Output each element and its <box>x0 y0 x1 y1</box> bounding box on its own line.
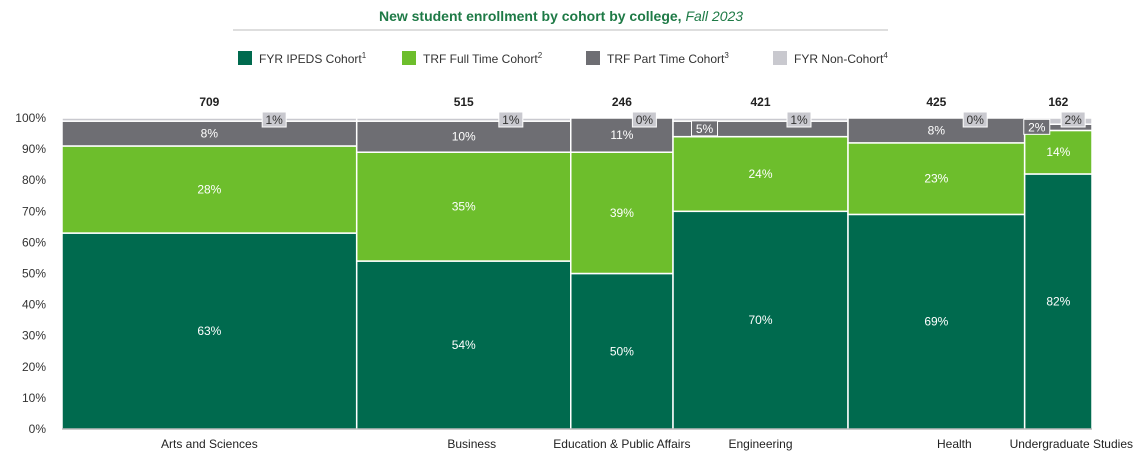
x-category-label: Engineering <box>728 437 792 451</box>
column-total-label: 246 <box>612 95 632 109</box>
column-total-label: 162 <box>1048 95 1068 109</box>
bar-segment-label: 23% <box>924 172 948 186</box>
legend-label-1: FYR IPEDS Cohort1 <box>259 51 367 66</box>
bar-segment-label-box <box>1060 111 1086 128</box>
x-category-label: Health <box>937 437 972 451</box>
bar-segment-label: 1% <box>502 113 520 127</box>
y-tick-label: 20% <box>22 360 46 374</box>
bar-segment <box>355 260 572 430</box>
bar-segment <box>847 117 1026 144</box>
y-tick-label: 30% <box>22 329 46 343</box>
legend-swatch-3 <box>586 51 600 65</box>
column-total-label: 515 <box>454 95 474 109</box>
y-tick-label: 90% <box>22 142 46 156</box>
bar-segment <box>1023 129 1093 175</box>
y-tick-label: 80% <box>22 173 46 187</box>
legend-label-4: FYR Non-Cohort4 <box>794 51 888 66</box>
bar-segment-label: 2% <box>1064 113 1082 127</box>
chart-title-main: New student enrollment by cohort by coll… <box>379 8 682 24</box>
y-tick-label: 100% <box>15 111 46 125</box>
bar-segment-label: 24% <box>748 167 772 181</box>
bar-segment-label: 50% <box>610 344 634 358</box>
legend-swatch-4 <box>773 51 787 65</box>
chart-title: New student enrollment by cohort by coll… <box>379 8 743 24</box>
bar-segment <box>847 213 1026 430</box>
bar-segment-label: 28% <box>197 183 221 197</box>
bar-segment-label: 2% <box>1028 120 1046 134</box>
x-axis: Arts and Sciences Business Education & Pub… <box>62 428 1133 451</box>
y-tick-label: 0% <box>29 422 47 436</box>
bar-segment-label: 82% <box>1046 294 1070 308</box>
x-category-label: Undergraduate Studies <box>1010 437 1133 451</box>
legend-swatch-2 <box>402 51 416 65</box>
bar-segment-label-box <box>1023 118 1051 135</box>
bar-segment <box>61 145 358 234</box>
bar-segment-label-box <box>498 111 524 128</box>
bar-segment-label: 0% <box>967 113 985 127</box>
y-axis: 0% 10% 20% 30% 40% 50% 60% 70% 80% 90% 100% <box>15 111 46 436</box>
bar-segment-label: 5% <box>696 122 714 136</box>
bar-segment <box>672 135 849 213</box>
bar-segment-label-box <box>691 120 719 137</box>
bar-segment-label: 70% <box>748 313 772 327</box>
x-category-label: Business <box>447 437 496 451</box>
column-totals: 709 515 246 421 425 162 <box>199 95 1068 109</box>
bar-segment-label: 8% <box>201 127 219 141</box>
legend-label-3: TRF Part Time Cohort3 <box>607 51 729 66</box>
bar-segment-label: 8% <box>928 123 946 137</box>
bar-segment <box>61 117 358 122</box>
bar-segment <box>355 117 572 122</box>
chart-title-suffix: Fall 2023 <box>685 8 743 24</box>
bar-segment <box>1023 173 1093 430</box>
bar-segment-label: 63% <box>197 324 221 338</box>
y-tick-label: 10% <box>22 391 46 405</box>
bar-segment-label: 1% <box>266 113 284 127</box>
bar-segment-label: 69% <box>924 315 948 329</box>
legend-swatch-1 <box>238 51 252 65</box>
bar-segment-label-box <box>631 111 657 128</box>
y-tick-label: 70% <box>22 204 46 218</box>
x-category-label: Education & Public Affairs <box>553 437 690 451</box>
bar-segment <box>355 151 572 262</box>
y-tick-label: 40% <box>22 298 46 312</box>
bars: 63%28%8%1%54%35%10%1%50%39%11%0%70%24%5%… <box>61 111 1093 430</box>
bar-segment-label: 54% <box>452 338 476 352</box>
bar-segment <box>355 120 572 153</box>
bar-segment-label: 1% <box>790 113 808 127</box>
bar-segment-label-box <box>261 111 287 128</box>
bar-segment <box>847 142 1026 216</box>
bar-segment-label: 11% <box>610 128 633 142</box>
bar-segment <box>672 210 849 430</box>
bar-segment-label: 0% <box>636 113 654 127</box>
bar-segment-label: 35% <box>452 200 476 214</box>
bar-segment-label: 10% <box>452 130 476 144</box>
legend-label-2: TRF Full Time Cohort2 <box>423 51 543 66</box>
x-category-label: Arts and Sciences <box>161 437 258 451</box>
legend: FYR IPEDS Cohort1 TRF Full Time Cohort2 TR… <box>238 51 888 66</box>
bar-segment-label: 39% <box>610 206 634 220</box>
bar-segment-label: 14% <box>1046 145 1070 159</box>
column-total-label: 425 <box>926 95 946 109</box>
bar-segment-label-box <box>786 111 812 128</box>
bar-segment-label-box <box>962 111 988 128</box>
column-total-label: 421 <box>750 95 770 109</box>
y-tick-label: 60% <box>22 235 46 249</box>
column-total-label: 709 <box>199 95 219 109</box>
y-tick-label: 50% <box>22 267 46 281</box>
